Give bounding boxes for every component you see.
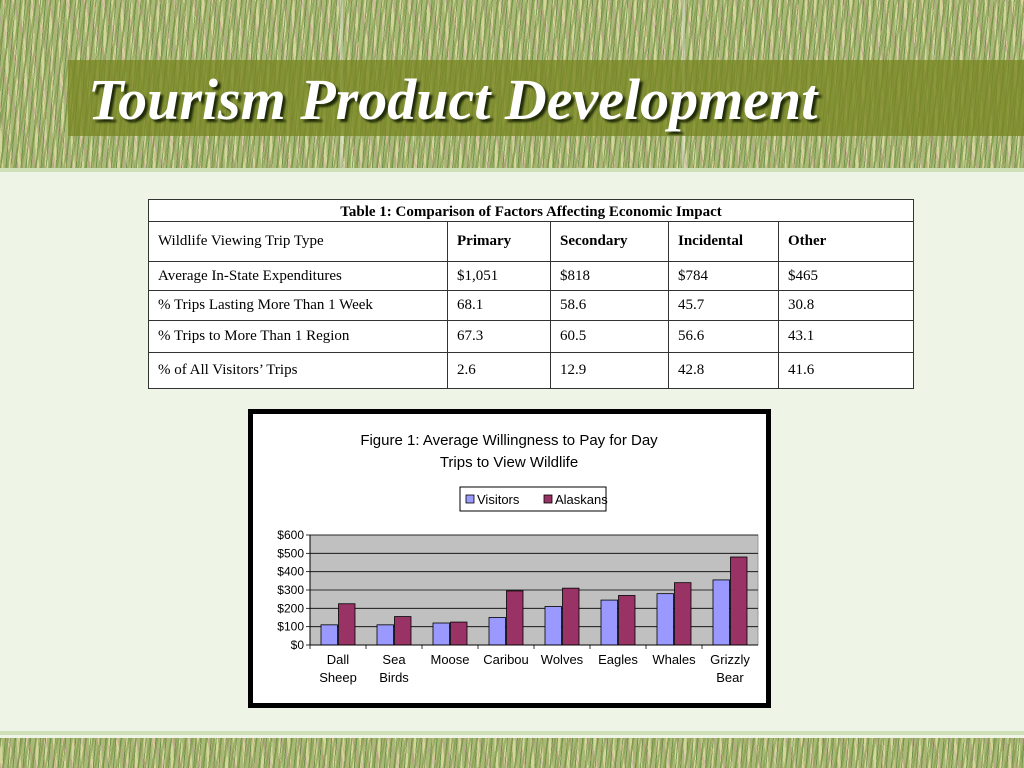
bar-visitors (544, 606, 562, 646)
table-cell: 43.1 (778, 320, 914, 353)
x-tick-label: Moose (430, 652, 469, 667)
table-cell: % of All Visitors’ Trips (148, 352, 448, 389)
y-tick-label: $200 (277, 601, 304, 615)
table-cell: 68.1 (447, 290, 551, 321)
table-header-cell: Incidental (668, 221, 779, 262)
bar-visitors (488, 617, 506, 646)
x-tick-label: Caribou (483, 652, 529, 667)
x-tick-label: Sea (382, 652, 406, 667)
bar-alaskans (674, 582, 692, 646)
willingness-to-pay-chart: Figure 1: Average Willingness to Pay for… (277, 432, 759, 685)
table-header-cell: Primary (447, 221, 551, 262)
bar-visitors (712, 579, 730, 646)
x-tick-label: Dall (327, 652, 350, 667)
table-caption: Table 1: Comparison of Factors Affecting… (148, 199, 914, 222)
table-cell: 2.6 (447, 352, 551, 389)
table-row: % Trips Lasting More Than 1 Week 68.1 58… (148, 290, 914, 321)
table-cell: $465 (778, 261, 914, 291)
comparison-table: Table 1: Comparison of Factors Affecting… (148, 199, 914, 389)
y-tick-label: $400 (277, 565, 304, 579)
legend-swatch (543, 494, 553, 504)
bar-visitors (600, 599, 618, 646)
legend-label: Visitors (477, 492, 520, 507)
chart-legend-box (459, 486, 607, 512)
table-header-cell: Other (778, 221, 914, 262)
legend-swatch (465, 494, 475, 504)
table-cell: 67.3 (447, 320, 551, 353)
bar-visitors (656, 593, 674, 646)
table-cell: 12.9 (550, 352, 669, 389)
slide-title: Tourism Product Development (88, 67, 818, 132)
figure-frame: Figure 1: Average Willingness to Pay for… (248, 409, 771, 708)
chart-title: Trips to View Wildlife (440, 454, 578, 471)
y-tick-label: $500 (277, 546, 304, 560)
footer-grass-background (0, 738, 1024, 768)
table-cell: 42.8 (668, 352, 779, 389)
bar-alaskans (394, 616, 412, 646)
table-cell: Average In-State Expenditures (148, 261, 448, 291)
bar-visitors (320, 624, 338, 646)
bar-visitors (376, 624, 394, 646)
title-band (68, 60, 1024, 136)
figure-panel: Figure 1: Average Willingness to Pay for… (253, 414, 766, 703)
table-cell: $784 (668, 261, 779, 291)
x-tick-label: Bear (716, 670, 744, 685)
table-cell: 30.8 (778, 290, 914, 321)
table-header-cell: Wildlife Viewing Trip Type (148, 221, 448, 262)
footer-divider (0, 731, 1024, 735)
x-tick-label: Eagles (598, 652, 638, 667)
bar-alaskans (450, 621, 468, 646)
table-row: Average In-State Expenditures $1,051 $81… (148, 261, 914, 291)
x-tick-label: Sheep (319, 670, 357, 685)
x-tick-label: Whales (652, 652, 696, 667)
y-tick-label: $300 (277, 583, 304, 597)
table-cell: $818 (550, 261, 669, 291)
bar-alaskans (730, 556, 748, 646)
table-header-row: Wildlife Viewing Trip Type Primary Secon… (148, 221, 914, 262)
table-cell: % Trips Lasting More Than 1 Week (148, 290, 448, 321)
table-cell: $1,051 (447, 261, 551, 291)
table-cell: 56.6 (668, 320, 779, 353)
y-tick-label: $100 (277, 620, 304, 634)
table-cell: 45.7 (668, 290, 779, 321)
x-tick-label: Birds (379, 670, 409, 685)
table-row: % Trips to More Than 1 Region 67.3 60.5 … (148, 320, 914, 353)
bar-alaskans (506, 590, 524, 646)
header-divider (0, 168, 1024, 172)
y-tick-label: $0 (291, 638, 305, 652)
bar-alaskans (618, 595, 636, 646)
chart-title: Figure 1: Average Willingness to Pay for… (360, 432, 658, 449)
bar-alaskans (562, 587, 580, 646)
bar-alaskans (338, 603, 356, 646)
table-row: % of All Visitors’ Trips 2.6 12.9 42.8 4… (148, 352, 914, 389)
table-cell: % Trips to More Than 1 Region (148, 320, 448, 353)
x-tick-label: Wolves (541, 652, 584, 667)
table-cell: 60.5 (550, 320, 669, 353)
table-cell: 41.6 (778, 352, 914, 389)
legend-label: Alaskans (555, 492, 608, 507)
table-cell: 58.6 (550, 290, 669, 321)
bar-visitors (432, 622, 450, 646)
y-tick-label: $600 (277, 528, 304, 542)
table-header-cell: Secondary (550, 221, 669, 262)
x-tick-label: Grizzly (710, 652, 750, 667)
